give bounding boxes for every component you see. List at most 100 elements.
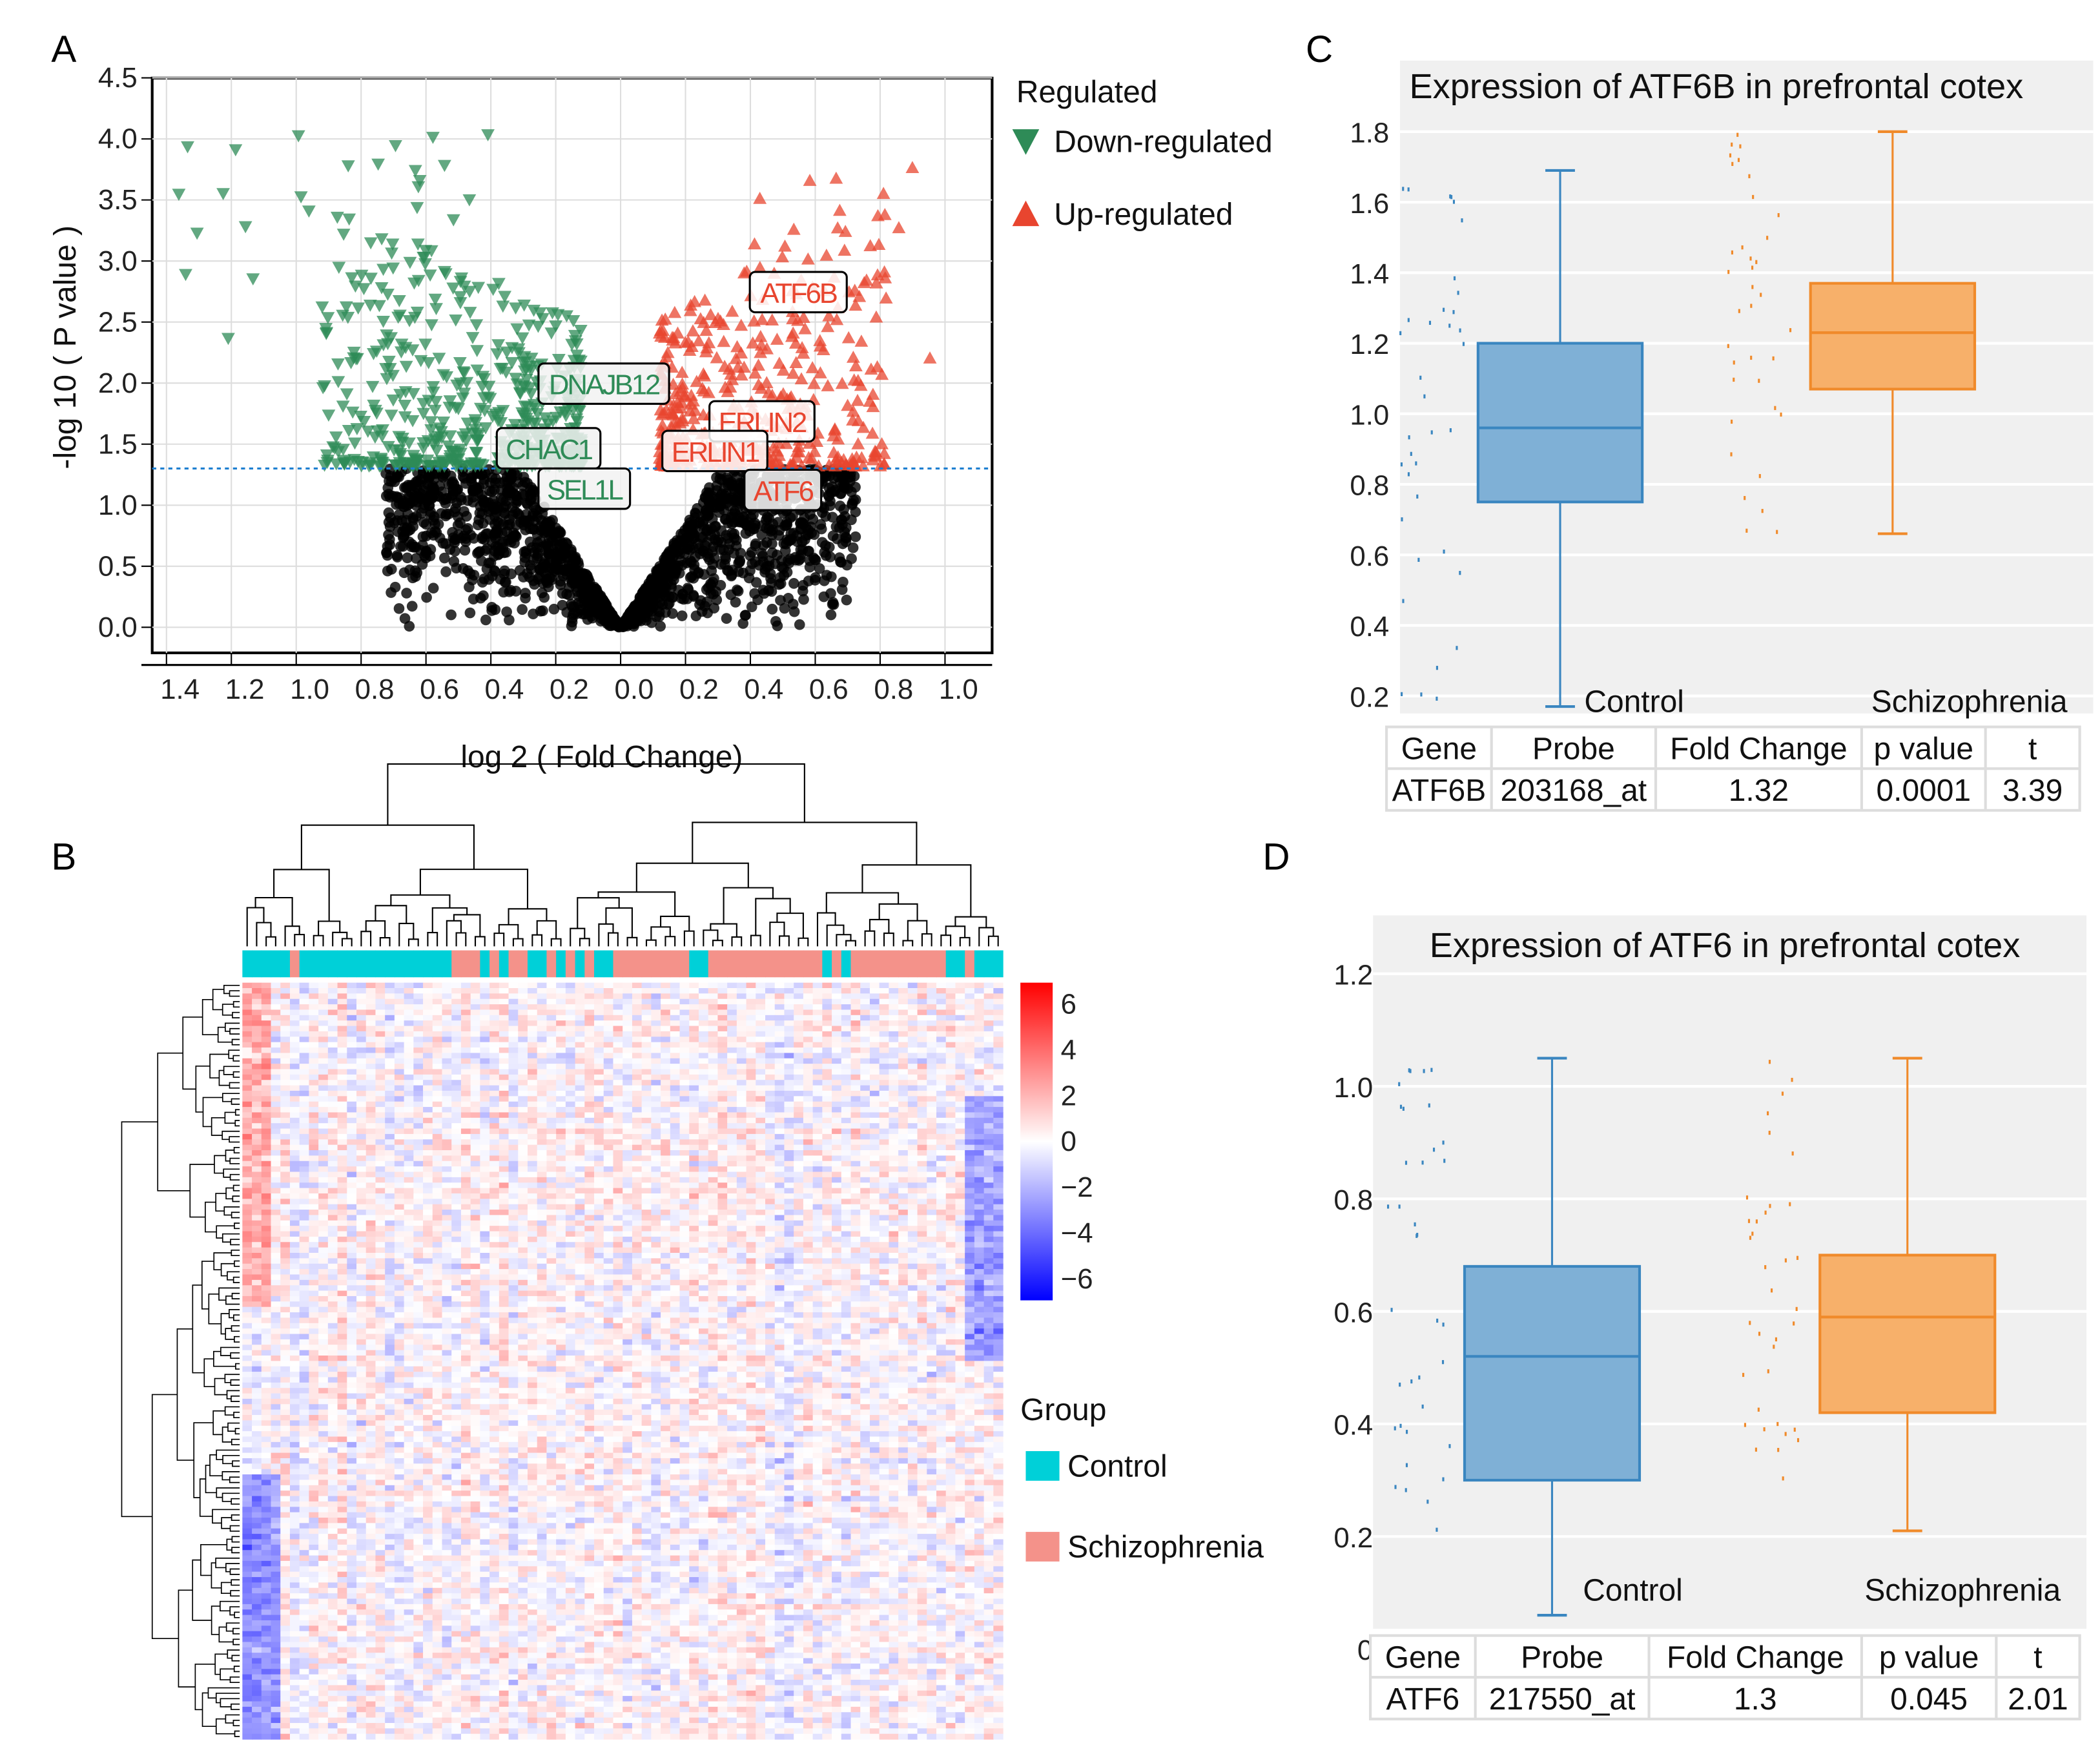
heatmap-cell [404, 1090, 414, 1097]
heatmap-cell [679, 993, 690, 1000]
heatmap-cell [822, 1042, 832, 1048]
heatmap-cell [575, 1004, 585, 1011]
heatmap-cell [784, 993, 794, 1000]
heatmap-cell [242, 1031, 252, 1037]
heatmap-cell [993, 982, 1004, 989]
dendrogram-branch [231, 1547, 240, 1554]
heatmap-cell [927, 1009, 937, 1016]
heatmap-cell [756, 1037, 766, 1043]
heatmap-cell [309, 1096, 319, 1102]
heatmap-cell [603, 1031, 614, 1037]
heatmap-cell [442, 1101, 452, 1108]
heatmap-cell [717, 1026, 728, 1032]
group-cell-control [299, 950, 310, 978]
heatmap-cell [850, 1053, 861, 1059]
heatmap-cell [955, 998, 965, 1005]
heatmap-cell [356, 1047, 367, 1054]
point-not-significant [767, 547, 778, 559]
point-not-significant [765, 568, 776, 579]
point-not-significant [491, 506, 502, 518]
heatmap-cell [337, 1101, 347, 1108]
heatmap-cell [413, 1096, 424, 1102]
point-not-significant [825, 588, 836, 599]
heatmap-cell [451, 1080, 462, 1086]
heatmap-cell [613, 1080, 623, 1086]
heatmap-cell [423, 987, 433, 994]
heatmap-cell [451, 998, 462, 1005]
heatmap-cell [860, 1015, 870, 1021]
group-cell-control [698, 950, 709, 978]
heatmap-cell [289, 1058, 300, 1064]
heatmap-cell [689, 987, 699, 994]
dendrogram-branch [921, 933, 932, 947]
point-not-significant [479, 573, 490, 584]
group-cell-schizophrenia [736, 950, 747, 978]
heatmap-cell [850, 1009, 861, 1016]
heatmap-cell [832, 993, 842, 1000]
heatmap-cell [432, 1004, 443, 1011]
heatmap-cell [774, 1069, 785, 1075]
heatmap-cell [460, 1080, 471, 1086]
heatmap-cell [470, 1058, 481, 1064]
heatmap-cell [289, 1074, 300, 1080]
heatmap-cell [974, 1026, 985, 1032]
point-not-significant [831, 533, 843, 544]
heatmap-cell [309, 1069, 319, 1075]
heatmap-cell [470, 1015, 481, 1021]
heatmap-cell [822, 1031, 832, 1037]
heatmap-cell [508, 1053, 519, 1059]
point-not-significant [737, 618, 749, 629]
heatmap-cell [756, 1090, 766, 1097]
heatmap-cell [898, 1085, 909, 1091]
heatmap-cell [365, 1053, 376, 1059]
heatmap-cell [945, 982, 956, 989]
point-not-significant [464, 581, 475, 593]
heatmap-cell [965, 1042, 975, 1048]
heatmap-cell [404, 1053, 414, 1059]
group-cell-control [413, 950, 424, 978]
dendrogram-branch [723, 887, 774, 924]
heatmap-cell [499, 1064, 510, 1070]
heatmap-cell [812, 1090, 823, 1097]
heatmap-cell [689, 1069, 699, 1075]
heatmap-cell [489, 998, 500, 1005]
heatmap-cell [812, 993, 823, 1000]
heatmap-cell [717, 1037, 728, 1043]
point-not-significant [467, 484, 479, 495]
heatmap-cell [708, 1058, 719, 1064]
heatmap-cell [565, 993, 576, 1000]
dendrogram-branch [201, 1261, 214, 1310]
heatmap-cell [252, 1064, 262, 1070]
heatmap-cell [689, 998, 699, 1005]
heatmap-cell [613, 1058, 623, 1064]
heatmap-cell [480, 982, 490, 989]
group-cell-schizophrenia [489, 950, 500, 978]
heatmap-cell [470, 1080, 481, 1086]
heatmap-cell [242, 998, 252, 1005]
point-not-significant [402, 552, 413, 564]
heatmap-cell [470, 1085, 481, 1091]
dendrogram-branch [201, 998, 218, 1035]
heatmap-cell [451, 1090, 462, 1097]
heatmap-cell [261, 1015, 272, 1021]
heatmap-cell [280, 1080, 291, 1086]
heatmap-cell [271, 1085, 281, 1091]
heatmap-cell [765, 1031, 776, 1037]
dendrogram-branch [940, 934, 952, 947]
heatmap-cell [518, 1064, 528, 1070]
point-not-significant [825, 552, 836, 562]
point-not-significant [727, 564, 738, 576]
point-not-significant [687, 533, 699, 544]
heatmap-cell [423, 1090, 433, 1097]
dendrogram-branch [221, 1471, 240, 1481]
heatmap-cell [289, 982, 300, 989]
heatmap-cell [451, 1042, 462, 1048]
heatmap-cell [470, 1004, 481, 1011]
heatmap-cell [794, 1090, 804, 1097]
heatmap-cell [460, 1026, 471, 1032]
heatmap-cell [489, 1020, 500, 1027]
point-not-significant [459, 544, 471, 556]
point-not-significant [778, 538, 790, 549]
group-cell-control [974, 950, 985, 978]
heatmap-cell [965, 1031, 975, 1037]
